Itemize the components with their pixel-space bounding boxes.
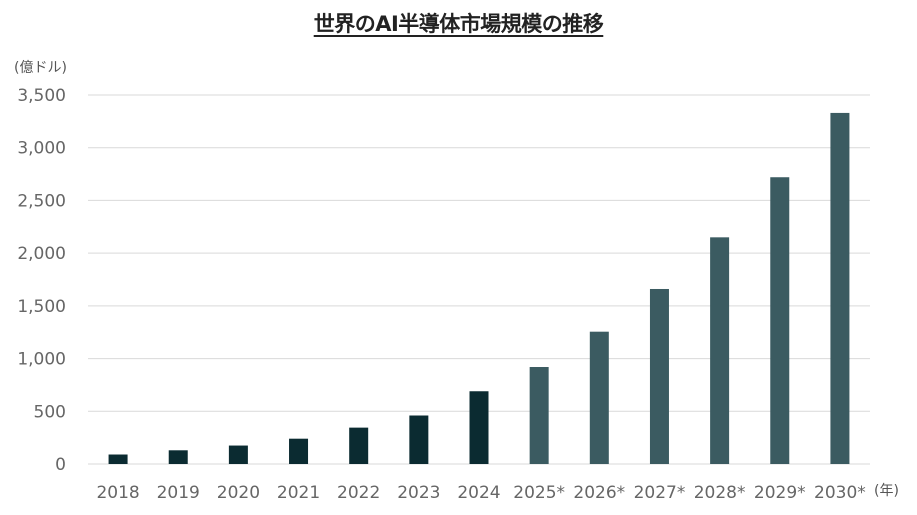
bar-2028-forecast [710, 237, 730, 464]
bar-2026-forecast [589, 331, 609, 464]
y-tick-label: 1,500 [17, 297, 66, 317]
chart-title: 世界のAI半導体市場規模の推移 [313, 12, 604, 36]
bar-2021 [289, 438, 309, 464]
y-tick-label: 500 [34, 402, 66, 422]
x-tick-label: 2024 [457, 483, 500, 503]
bar-2019 [168, 450, 188, 464]
bar-2018 [108, 454, 128, 464]
x-tick-label: 2022 [337, 483, 380, 503]
bar-2030-forecast [830, 112, 850, 465]
y-tick-label: 0 [55, 455, 66, 475]
x-axis-unit-label: (年) [874, 483, 899, 499]
x-tick-label: 2018 [96, 483, 139, 503]
bar-2022 [349, 427, 369, 464]
x-tick-label: 2030* [814, 483, 866, 503]
x-tick-label: 2019 [157, 483, 200, 503]
bar-2020 [228, 445, 248, 464]
bar-2023 [409, 415, 429, 464]
x-tick-label: 2025* [513, 483, 565, 503]
y-tick-label: 3,000 [17, 139, 66, 159]
y-tick-label: 2,000 [17, 244, 66, 264]
x-tick-label: 2027* [634, 483, 686, 503]
y-axis-unit-label: (億ドル) [14, 60, 67, 76]
bar-2025-forecast [529, 367, 549, 464]
x-tick-label: 2029* [754, 483, 806, 503]
bar-2024 [469, 391, 489, 464]
y-tick-label: 2,500 [17, 191, 66, 211]
x-tick-label: 2021 [277, 483, 320, 503]
x-tick-label: 2023 [397, 483, 440, 503]
bar-2029-forecast [770, 177, 790, 464]
x-tick-label: 2026* [573, 483, 625, 503]
bar-2027-forecast [649, 288, 669, 464]
x-tick-label: 2028* [694, 483, 746, 503]
y-tick-label: 1,000 [17, 350, 66, 370]
x-tick-label: 2020 [217, 483, 260, 503]
y-tick-label: 3,500 [17, 86, 66, 106]
